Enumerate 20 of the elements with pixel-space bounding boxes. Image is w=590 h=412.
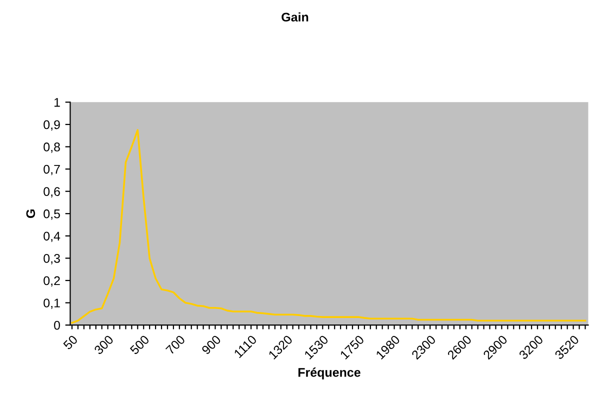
y-tick-label: 0,6 <box>44 187 60 198</box>
chart-title: Gain <box>282 12 308 22</box>
y-tick-label: 0,9 <box>44 120 60 131</box>
y-tick-label: 0,7 <box>44 164 60 176</box>
y-tick-label: 0,8 <box>44 142 60 153</box>
x-tick-label: 900 <box>201 334 222 355</box>
x-tick-label: 500 <box>129 334 150 355</box>
y-tick-label: 0 <box>54 320 60 330</box>
y-tick-label: 1 <box>54 98 60 107</box>
x-axis-title: Fréquence <box>298 368 360 380</box>
x-tick-label: 700 <box>165 334 186 355</box>
y-axis-title: G <box>26 210 36 218</box>
y-tick-label: 0,4 <box>44 232 60 242</box>
y-tick-label: 0,3 <box>44 254 60 264</box>
x-tick-label: 50 <box>62 334 78 350</box>
y-tick-label: 0,5 <box>44 209 60 220</box>
x-tick-label: 300 <box>94 334 114 355</box>
line-series <box>71 129 586 324</box>
y-tick-label: 0,1 <box>44 298 60 309</box>
y-tick-label: 0,2 <box>44 276 60 287</box>
